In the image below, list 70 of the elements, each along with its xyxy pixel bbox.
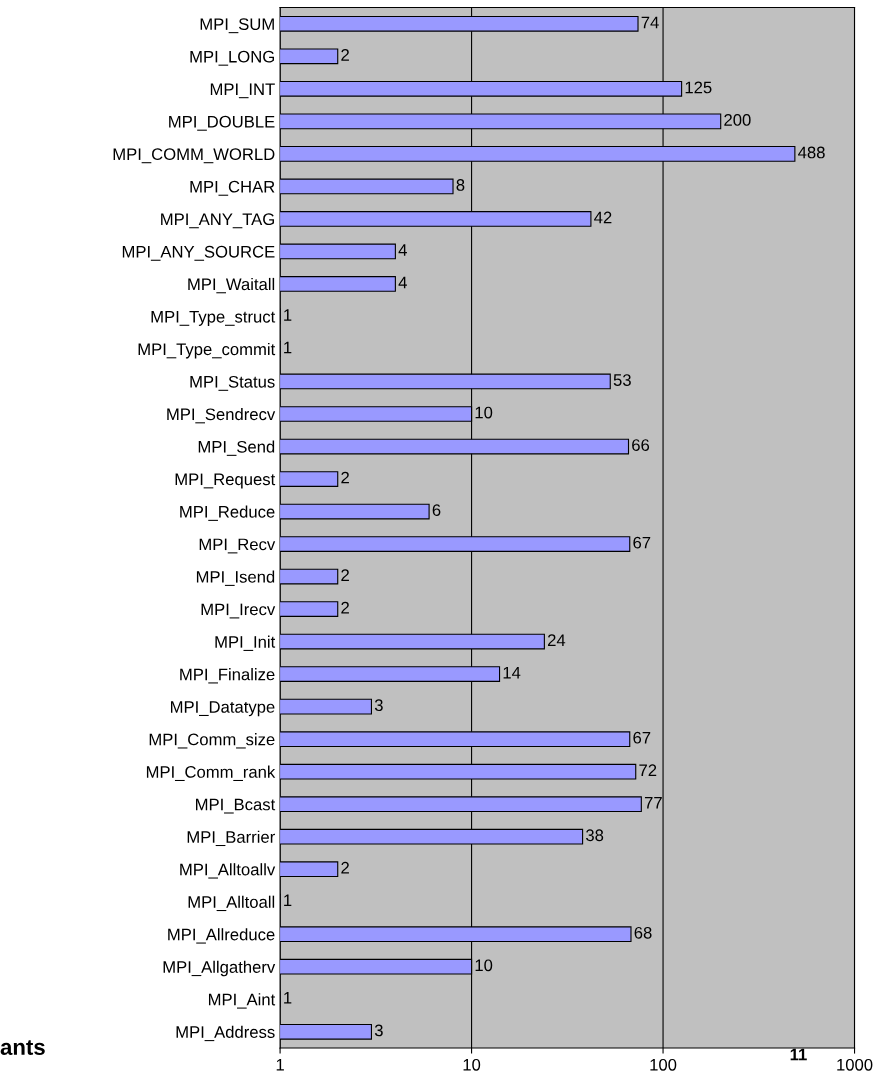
y-tick-label: MPI_Finalize (180, 668, 275, 684)
y-tick-label: MPI_Reduce (180, 505, 275, 521)
data-label: 2 (341, 569, 349, 581)
y-tick-label: MPI_Waitall (188, 277, 275, 294)
y-tick-label: MPI_Isend (196, 570, 275, 586)
y-tick-label: MPI_Allreduce (168, 928, 275, 944)
y-tick-label: MPI_Comm_rank (146, 765, 276, 782)
y-tick-label: MPI_DOUBLE (169, 115, 275, 131)
data-label: 38 (586, 829, 604, 842)
y-tick-label: MPI_Irecv (201, 603, 276, 619)
y-tick-label: MPI_Alltoall (188, 895, 275, 912)
data-label: 6 (432, 504, 441, 517)
y-tick-label: MPI_Sendrecv (167, 407, 276, 424)
y-tick-label: MPI_Request (175, 473, 276, 489)
data-label: 72 (639, 764, 657, 776)
y-tick-label: MPI_Aint (208, 993, 276, 1009)
data-label: 1 (284, 341, 292, 354)
text: 11 (790, 1048, 807, 1061)
y-tick-label: MPI_CHAR (190, 180, 275, 196)
y-tick-label: MPI_Type_struct (151, 311, 276, 326)
data-label: 42 (594, 211, 612, 224)
y-tick-label: MPI_Address (176, 1025, 275, 1042)
y-tick-label: MPI_Type_commit (138, 342, 276, 359)
data-label: 4 (398, 276, 407, 289)
y-tick-label: MPI_Init (215, 635, 276, 651)
data-label: 200 (724, 114, 751, 126)
data-label: 2 (341, 471, 349, 484)
y-tick-label: MPI_SUM (200, 18, 274, 34)
data-label: 14 (503, 666, 521, 679)
data-label: 67 (633, 731, 651, 744)
x-tick-label: 10 (463, 1058, 481, 1071)
data-label: 2 (341, 601, 349, 614)
data-label: 74 (641, 16, 659, 29)
data-label: 488 (798, 146, 825, 159)
y-tick-label: MPI_COMM_WORLD (113, 148, 275, 164)
data-label: 1 (284, 992, 292, 1004)
y-tick-label: MPI_Datatype (170, 701, 275, 717)
data-label: 1 (284, 894, 292, 907)
data-label: 66 (632, 439, 650, 451)
data-label: 10 (475, 959, 493, 972)
data-label: 77 (644, 797, 662, 809)
data-label: 2 (341, 861, 349, 874)
y-tick-label: MPI_Recv (199, 538, 276, 554)
data-label: 4 (398, 244, 407, 256)
y-tick-label: MPI_Barrier (187, 830, 275, 847)
y-tick-label: MPI_LONG (190, 50, 274, 66)
y-tick-label: MPI_ANY_SOURCE (122, 245, 275, 261)
data-label: 2 (341, 49, 349, 61)
x-tick-label: 1 (276, 1059, 284, 1071)
text: ants (0, 1040, 45, 1055)
data-label: 3 (374, 699, 383, 712)
data-label: 1 (284, 309, 292, 321)
data-label: 67 (633, 536, 651, 549)
data-label: 24 (547, 634, 566, 646)
data-label: 3 (374, 1024, 383, 1037)
y-tick-label: MPI_Status (190, 375, 275, 391)
data-label: 53 (613, 374, 631, 386)
y-tick-label: MPI_Send (198, 440, 275, 456)
y-tick-label: MPI_ANY_TAG (161, 213, 274, 229)
y-tick-label: MPI_Allgatherv (163, 960, 276, 977)
y-tick-label: MPI_Alltoallv (180, 863, 276, 879)
data-label: 8 (456, 179, 465, 191)
data-label: 68 (634, 926, 652, 939)
y-tick-label: MPI_INT (210, 83, 275, 99)
x-tick-label: 1000 (837, 1058, 873, 1071)
y-tick-label: MPI_Comm_size (149, 733, 275, 749)
y-tick-label: MPI_Bcast (196, 798, 276, 814)
data-label: 10 (475, 406, 493, 419)
data-label: 125 (685, 81, 712, 94)
x-tick-label: 100 (650, 1058, 677, 1071)
